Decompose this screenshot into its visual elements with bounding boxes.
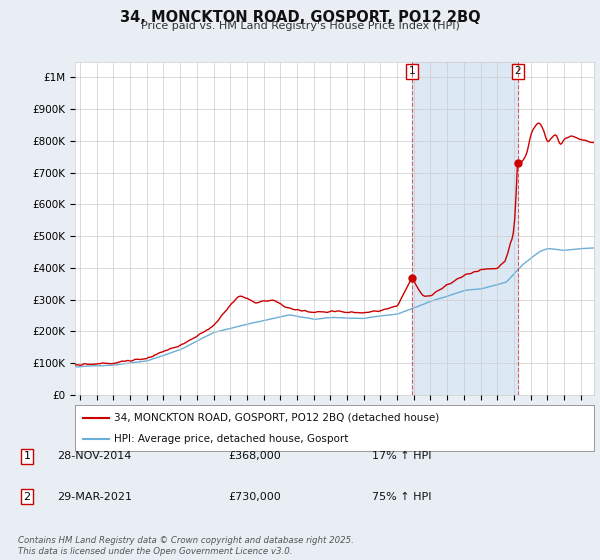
- Text: 29-MAR-2021: 29-MAR-2021: [57, 492, 132, 502]
- Text: 1: 1: [409, 66, 416, 76]
- Text: 2: 2: [23, 492, 31, 502]
- Text: 34, MONCKTON ROAD, GOSPORT, PO12 2BQ: 34, MONCKTON ROAD, GOSPORT, PO12 2BQ: [119, 10, 481, 25]
- Text: £730,000: £730,000: [228, 492, 281, 502]
- Text: 17% ↑ HPI: 17% ↑ HPI: [372, 451, 431, 461]
- Text: Contains HM Land Registry data © Crown copyright and database right 2025.
This d: Contains HM Land Registry data © Crown c…: [18, 536, 354, 556]
- Text: £368,000: £368,000: [228, 451, 281, 461]
- Bar: [412, 62, 518, 395]
- Text: HPI: Average price, detached house, Gosport: HPI: Average price, detached house, Gosp…: [114, 435, 348, 444]
- Text: 1: 1: [23, 451, 31, 461]
- Text: 75% ↑ HPI: 75% ↑ HPI: [372, 492, 431, 502]
- Text: 28-NOV-2014: 28-NOV-2014: [57, 451, 131, 461]
- Text: Price paid vs. HM Land Registry's House Price Index (HPI): Price paid vs. HM Land Registry's House …: [140, 21, 460, 31]
- Text: 34, MONCKTON ROAD, GOSPORT, PO12 2BQ (detached house): 34, MONCKTON ROAD, GOSPORT, PO12 2BQ (de…: [114, 413, 439, 423]
- Text: 2: 2: [515, 66, 521, 76]
